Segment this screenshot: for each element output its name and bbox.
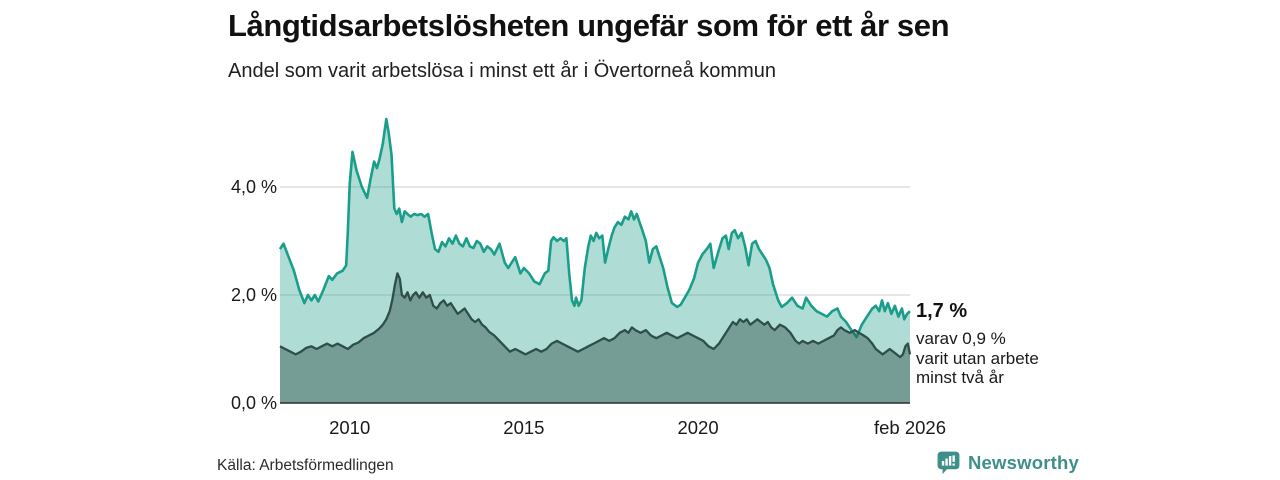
sublabel-line-1: varav 0,9 %	[916, 329, 1006, 348]
newsworthy-logo-icon	[937, 451, 960, 475]
latest-value-label: 1,7 %	[916, 300, 968, 322]
latest-value-sublabel: varav 0,9 % varit utan arbete minst två …	[916, 329, 1039, 388]
source-text: Källa: Arbetsförmedlingen	[217, 457, 394, 474]
newsworthy-brand: Newsworthy	[936, 450, 1079, 475]
newsworthy-brand-text: Newsworthy	[968, 452, 1079, 473]
x-tick-label: 2015	[503, 417, 545, 438]
area-two-year	[280, 273, 910, 403]
x-tick-label: 2020	[677, 417, 719, 438]
page-subtitle: Andel som varit arbetslösa i minst ett å…	[228, 60, 776, 82]
y-tick-label: 0,0 %	[230, 393, 277, 413]
area-total-line	[278, 117, 911, 339]
page-title: Långtidsarbetslösheten ungefär som för e…	[228, 8, 950, 43]
y-tick-label: 4,0 %	[230, 177, 277, 197]
x-tick-label: 2010	[329, 417, 371, 438]
area-total	[280, 119, 910, 403]
y-tick-label: 2,0 %	[230, 285, 277, 305]
x-tick-label: feb 2026	[873, 417, 946, 438]
area-two-year-line	[279, 272, 912, 359]
sublabel-line-3: minst två år	[916, 368, 1004, 387]
sublabel-line-2: varit utan arbete	[916, 348, 1039, 368]
